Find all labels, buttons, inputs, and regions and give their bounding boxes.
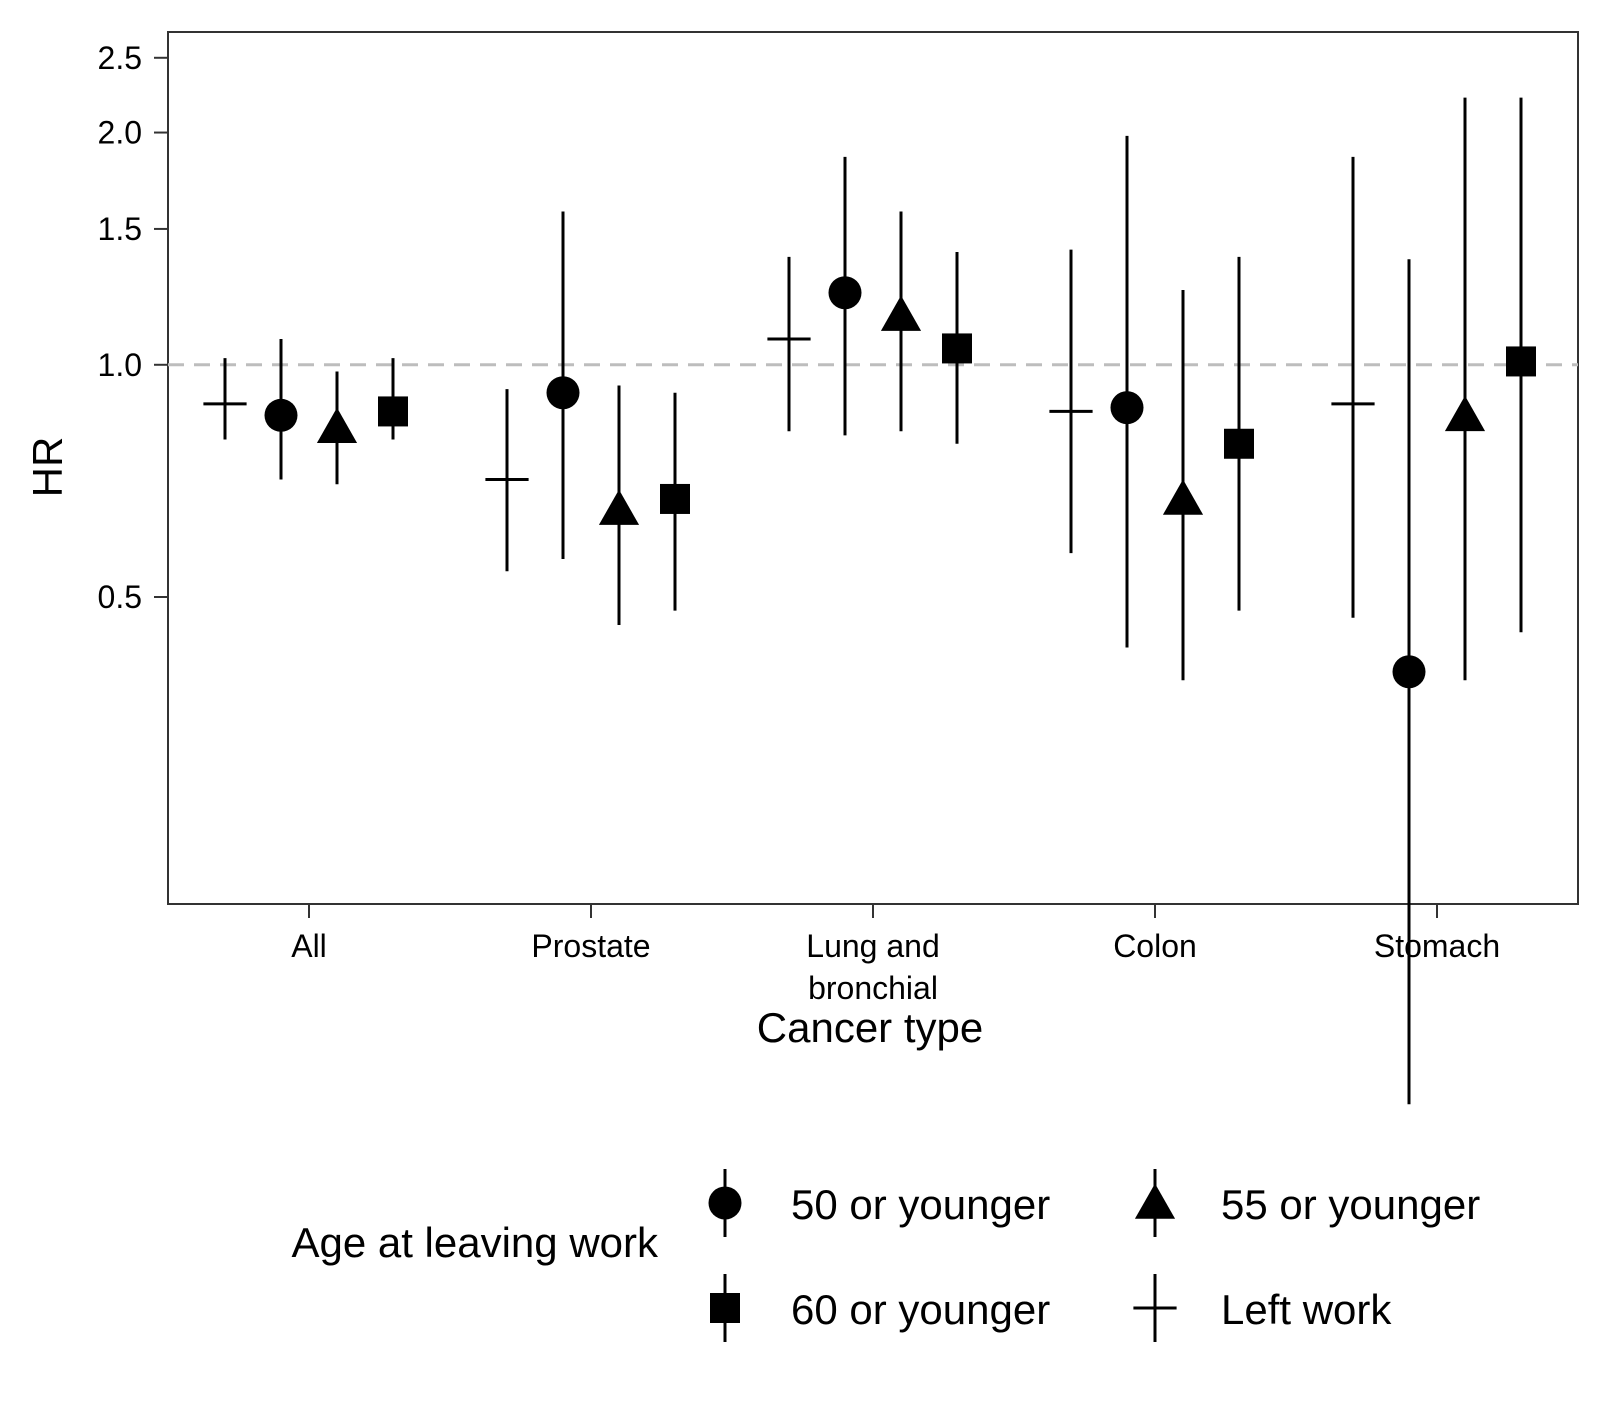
point-plus (1049, 389, 1093, 434)
point-square (660, 483, 690, 514)
x-tick-label: Lung and (806, 928, 939, 964)
point-triangle (1162, 479, 1204, 515)
legend-label: Left work (1221, 1286, 1392, 1333)
point-square (1224, 428, 1254, 459)
y-axis-title: HR (24, 437, 71, 498)
legend-item-60-or-younger: 60 or younger (710, 1274, 1050, 1342)
point-plus (485, 457, 529, 502)
y-tick-label: 2.5 (98, 40, 142, 76)
legend-label: 55 or younger (1221, 1181, 1480, 1228)
point-triangle (316, 407, 358, 444)
legend: Age at leaving work 50 or younger 55 or y… (291, 1169, 1480, 1342)
point-circle (1110, 391, 1144, 425)
series-left-work (203, 156, 1375, 618)
y-axis: 0.5 1.0 1.5 2.0 2.5 (98, 40, 168, 615)
legend-key-triangle (1134, 1183, 1176, 1219)
legend-key-square (710, 1293, 740, 1323)
x-tick-label: Colon (1113, 928, 1197, 964)
point-circle (828, 276, 862, 310)
x-tick-label: All (291, 928, 327, 964)
legend-item-left-work: Left work (1133, 1274, 1392, 1342)
legend-title: Age at leaving work (291, 1219, 659, 1266)
legend-key-circle (708, 1186, 742, 1220)
legend-key-plus (1133, 1286, 1177, 1330)
point-plus (1331, 382, 1375, 426)
y-tick-label: 1.5 (98, 211, 142, 247)
x-axis: All Prostate Lung and bronchial Colon Stomach (291, 904, 1500, 1006)
point-square (378, 396, 408, 427)
point-triangle (1444, 395, 1486, 432)
point-circle (546, 376, 580, 410)
plot-panel (167, 31, 1579, 905)
x-tick-label: Stomach (1374, 928, 1500, 964)
point-square (1506, 346, 1536, 377)
point-plus (203, 382, 247, 426)
series-55-or-younger (316, 97, 1486, 681)
series-60-or-younger (378, 97, 1536, 633)
legend-item-50-or-younger: 50 or younger (708, 1169, 1050, 1237)
data-layer (203, 97, 1536, 1105)
point-plus (767, 317, 811, 361)
series-50-or-younger (264, 135, 1426, 1105)
y-tick-label: 0.5 (98, 579, 142, 615)
legend-label: 50 or younger (791, 1181, 1050, 1228)
point-circle (1392, 655, 1426, 689)
x-tick-label: bronchial (808, 970, 938, 1006)
point-triangle (880, 295, 922, 331)
point-triangle (598, 489, 640, 525)
point-square (942, 333, 972, 364)
legend-item-55-or-younger: 55 or younger (1134, 1169, 1480, 1237)
panel-border (167, 31, 1579, 905)
x-axis-title: Cancer type (757, 1004, 983, 1051)
x-tick-label: Prostate (531, 928, 650, 964)
legend-label: 60 or younger (791, 1286, 1050, 1333)
y-tick-label: 2.0 (98, 115, 142, 151)
y-tick-label: 1.0 (98, 347, 142, 383)
point-circle (264, 398, 298, 432)
